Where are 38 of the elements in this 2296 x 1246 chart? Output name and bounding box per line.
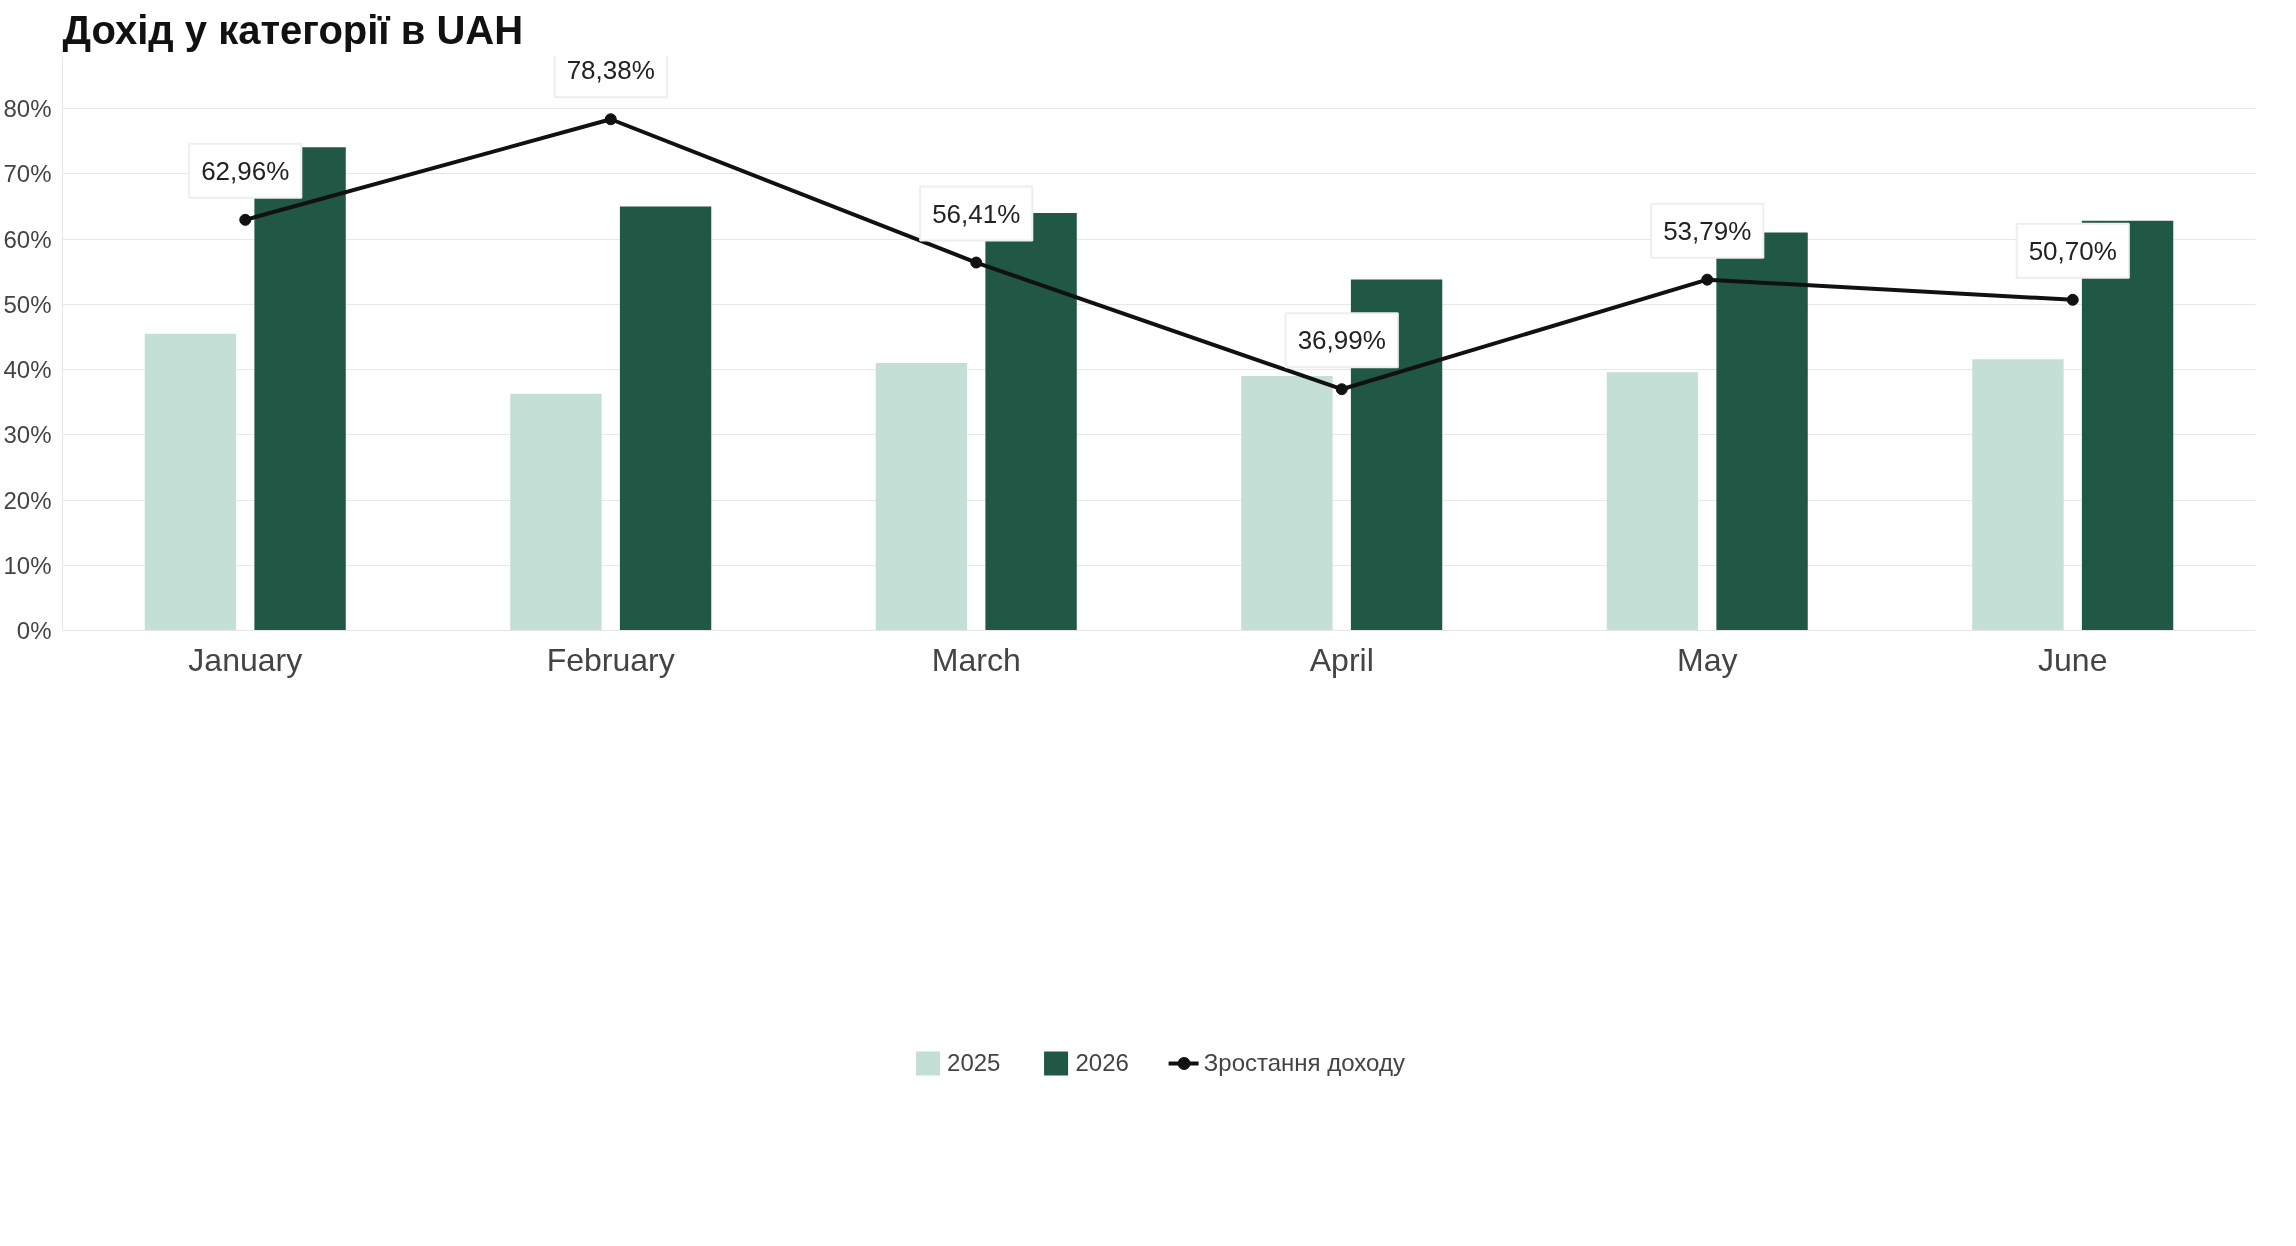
bar	[875, 363, 968, 631]
point	[1701, 273, 1714, 286]
y-tick-label: 70%	[3, 160, 52, 188]
point	[1335, 383, 1348, 396]
x-tick-label: February	[546, 641, 675, 678]
y-tick-label: 30%	[3, 421, 52, 449]
data-label: 36,99%	[1297, 325, 1386, 356]
x-tick-label: June	[2038, 641, 2108, 678]
point	[2066, 293, 2079, 306]
data-label: 56,41%	[932, 198, 1021, 229]
data-label: 53,79%	[1663, 215, 1752, 246]
bar	[1241, 376, 1333, 631]
chart-title: Дохід у категорії в UAH	[62, 7, 524, 52]
data-label: 50,70%	[2028, 235, 2117, 266]
x-tick-label: March	[931, 641, 1021, 678]
y-tick-label: 80%	[3, 95, 52, 123]
y-tick-label: 40%	[3, 356, 52, 384]
y-tick-label: 60%	[3, 225, 52, 253]
x-tick-label: April	[1309, 641, 1374, 678]
bar	[619, 206, 712, 631]
legend-label: Зростання доходу	[1203, 1048, 1405, 1077]
y-tick-label: 50%	[3, 290, 52, 318]
bar	[510, 393, 602, 631]
point	[604, 113, 617, 126]
x-tick-label: May	[1677, 641, 1738, 678]
y-tick-label: 20%	[3, 486, 52, 514]
bar	[1972, 359, 2064, 631]
point	[970, 256, 983, 269]
bar	[144, 333, 237, 631]
legend-label: 2025	[947, 1048, 1001, 1077]
y-tick-label: 0%	[16, 617, 52, 644]
y-tick-label: 10%	[3, 551, 52, 579]
bar	[1606, 372, 1699, 631]
data-label: 78,38%	[566, 55, 655, 86]
legend-label: 2026	[1075, 1048, 1129, 1077]
point	[239, 213, 252, 226]
x-tick-label: January	[188, 641, 303, 678]
data-label: 62,96%	[201, 155, 290, 186]
